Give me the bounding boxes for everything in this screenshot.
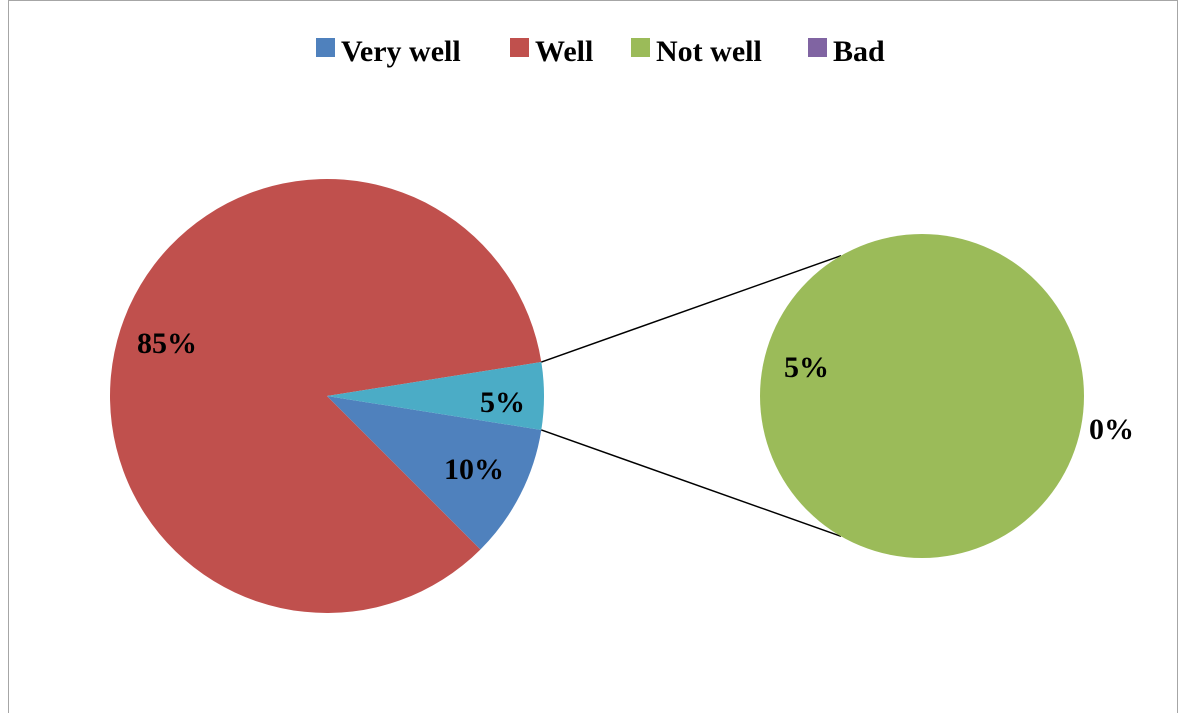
legend-swatch-not-well	[631, 38, 650, 57]
legend: Very well Well Not well Bad	[316, 35, 885, 68]
secondary-pie	[760, 234, 1084, 558]
pie-slice-not-well	[760, 234, 1084, 558]
legend-swatch-very-well	[316, 38, 335, 57]
legend-label-well: Well	[535, 35, 593, 68]
chart-frame	[8, 0, 1178, 713]
data-label-bad: 0%	[1089, 413, 1134, 446]
legend-label-not-well: Not well	[656, 35, 762, 68]
main-pie	[110, 178, 545, 613]
pie-slice-very-well	[327, 396, 542, 550]
data-label-well: 85%	[137, 327, 197, 360]
connector-line-top	[541, 254, 842, 363]
connector-line-bottom	[541, 429, 842, 538]
legend-label-very-well: Very well	[341, 35, 461, 68]
data-label-very-well: 10%	[444, 453, 504, 486]
legend-label-bad: Bad	[833, 35, 885, 68]
legend-swatch-bad	[808, 38, 827, 57]
data-label-not-well: 5%	[784, 351, 829, 384]
pie-slice-other	[327, 362, 545, 430]
legend-swatch-well	[510, 38, 529, 57]
pie-slice-well	[110, 178, 542, 613]
data-label-other: 5%	[480, 386, 525, 419]
